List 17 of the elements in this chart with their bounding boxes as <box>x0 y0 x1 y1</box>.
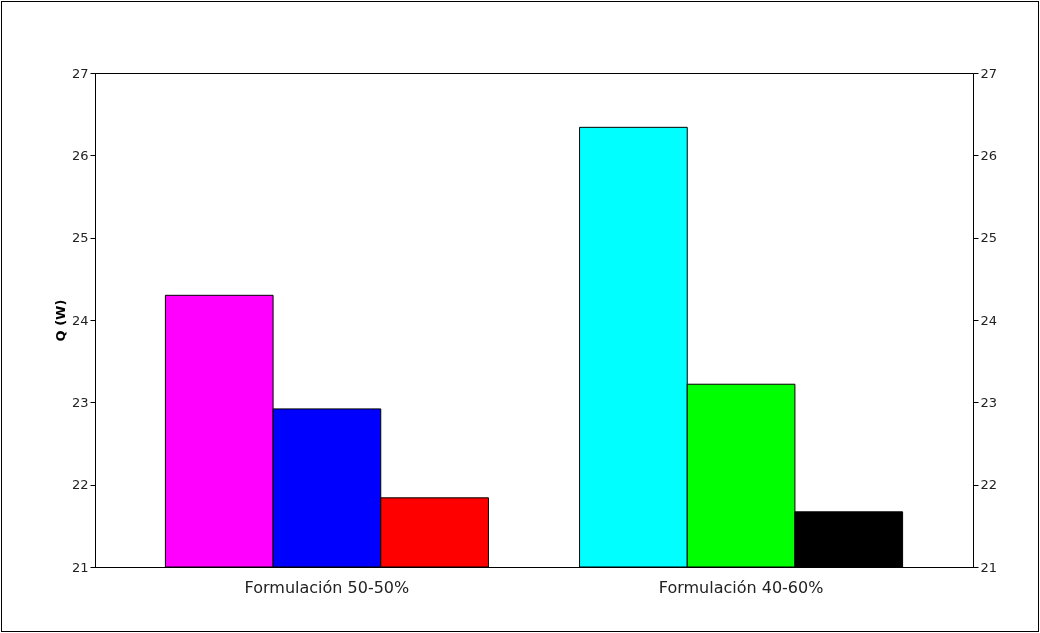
y2-tick-label: 25 <box>980 230 998 246</box>
y-tick-label: 27 <box>71 65 89 81</box>
y2-tick-label: 21 <box>980 559 998 575</box>
y2-tick-label: 26 <box>980 147 998 163</box>
x-tick-label: Formulación 50-50% <box>244 577 410 597</box>
y-tick-label: 23 <box>71 394 89 410</box>
y2-tick-label: 24 <box>980 312 998 328</box>
y-tick-label: 22 <box>71 477 89 493</box>
y2-tick-label: 23 <box>980 394 998 410</box>
y-tick-label: 21 <box>71 559 89 575</box>
y2-tick-label: 27 <box>980 65 998 81</box>
y-tick-label: 25 <box>71 230 89 246</box>
y-axis-title: Q (W) <box>52 299 68 342</box>
y2-tick-label: 22 <box>980 477 998 493</box>
y-tick-label: 26 <box>71 147 89 163</box>
x-tick-label: Formulación 40-60% <box>658 577 824 597</box>
y-tick-label: 24 <box>71 312 89 328</box>
